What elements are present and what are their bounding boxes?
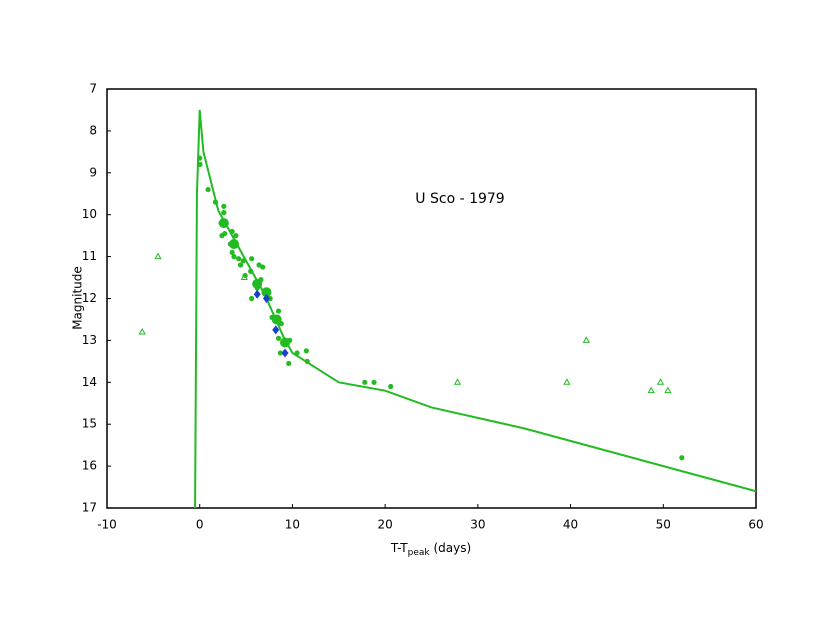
data-point xyxy=(219,233,225,239)
x-axis-label-main: T-T xyxy=(390,541,408,555)
x-tick-label: 10 xyxy=(285,518,300,532)
data-triangle xyxy=(664,386,672,394)
y-tick-label: 7 xyxy=(89,82,97,96)
y-tick-label: 10 xyxy=(82,207,97,221)
data-point xyxy=(212,199,219,205)
data-point xyxy=(221,210,227,216)
data-point xyxy=(388,383,394,390)
data-point xyxy=(248,268,254,274)
data-point-large xyxy=(280,337,291,348)
data-point xyxy=(362,379,368,385)
data-point xyxy=(197,161,203,168)
data-triangle xyxy=(647,386,655,394)
data-point xyxy=(275,335,282,341)
y-tick-label: 16 xyxy=(82,459,97,473)
data-diamond xyxy=(272,325,280,335)
data-point xyxy=(240,258,246,264)
data-diamond xyxy=(253,289,261,299)
data-point xyxy=(294,350,300,356)
data-triangle xyxy=(138,327,146,335)
y-tick-label: 15 xyxy=(82,417,97,431)
annotation: U Sco - 1979 xyxy=(415,191,504,207)
y-tick-label: 17 xyxy=(82,501,97,515)
data-point xyxy=(205,186,211,193)
data-diamond xyxy=(262,294,270,303)
data-triangle xyxy=(453,378,462,385)
data-triangle xyxy=(563,378,571,385)
data-point xyxy=(249,295,255,302)
x-tick-label: 0 xyxy=(196,518,204,532)
data-point xyxy=(304,358,310,364)
x-axis-label-rest: (days) xyxy=(430,541,472,555)
data-point xyxy=(277,350,283,356)
data-diamond xyxy=(281,348,289,358)
x-axis-label-sub: peak xyxy=(408,548,431,558)
data-point xyxy=(231,254,237,260)
x-tick-label: 40 xyxy=(563,518,578,532)
data-triangle xyxy=(582,336,590,343)
x-tick-label: -10 xyxy=(97,518,117,532)
data-point-large xyxy=(271,314,282,325)
model-line xyxy=(194,109,757,509)
x-tick-label: 60 xyxy=(748,518,763,532)
data-point xyxy=(249,256,255,262)
x-axis-label: T-Tpeak (days) xyxy=(390,541,471,558)
x-tick-label: 30 xyxy=(470,518,485,532)
data-point xyxy=(237,262,244,268)
data-point xyxy=(236,256,242,262)
data-point xyxy=(679,455,685,461)
y-tick-label: 9 xyxy=(89,165,97,179)
data-point xyxy=(221,203,227,209)
y-tick-label: 11 xyxy=(82,249,97,263)
y-tick-label: 8 xyxy=(89,123,97,137)
x-tick-label: 50 xyxy=(656,518,671,532)
data-triangle xyxy=(656,378,665,385)
data-point xyxy=(229,228,235,235)
data-point-large xyxy=(252,278,263,289)
data-triangle xyxy=(154,252,162,260)
data-point xyxy=(303,348,309,354)
y-tick-label: 13 xyxy=(82,333,97,347)
data-triangle xyxy=(240,273,248,281)
data-point-large xyxy=(261,287,272,298)
data-point xyxy=(371,379,377,385)
data-point xyxy=(260,264,266,270)
y-tick-label: 14 xyxy=(82,375,97,389)
y-tick-label: 12 xyxy=(82,291,97,305)
data-point xyxy=(229,249,235,256)
data-point xyxy=(197,155,203,161)
data-point xyxy=(275,308,282,314)
y-axis-label: Magnitude xyxy=(71,266,85,330)
data-point-large xyxy=(218,218,229,229)
data-point xyxy=(233,233,239,239)
x-tick-label: 20 xyxy=(378,518,393,532)
data-point-large xyxy=(229,239,240,250)
data-point xyxy=(286,360,292,367)
